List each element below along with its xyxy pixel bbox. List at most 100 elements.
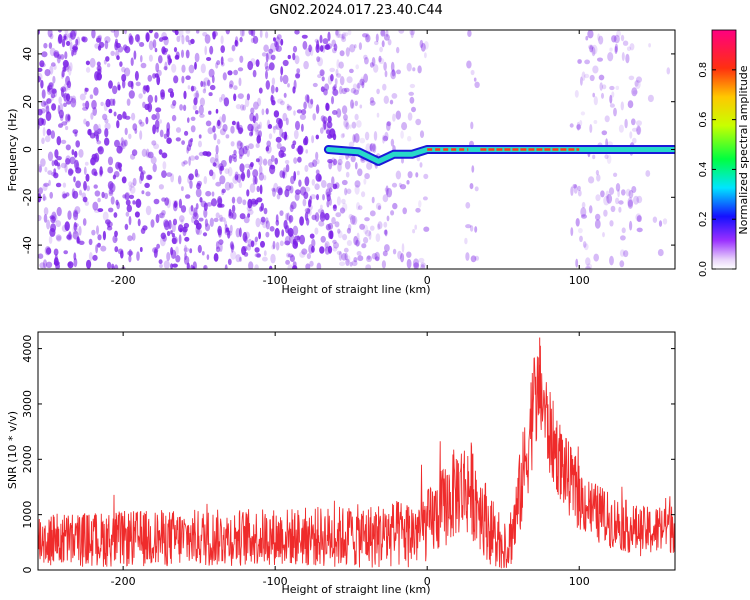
heatmap-point (158, 55, 163, 64)
heatmap-point (401, 243, 405, 253)
heatmap-point (181, 75, 185, 84)
heatmap-point (188, 156, 191, 166)
heatmap-point (317, 74, 322, 79)
heatmap-point (326, 200, 330, 208)
heatmap-point (314, 38, 319, 43)
heatmap-point (67, 114, 71, 121)
heatmap-point (186, 262, 190, 269)
heatmap-point (225, 30, 231, 35)
heatmap-point (58, 35, 64, 40)
heatmap-point (469, 183, 474, 190)
heatmap-point (227, 258, 232, 265)
heatmap-point (470, 255, 477, 263)
heatmap-point (126, 98, 131, 106)
heatmap-point (156, 75, 161, 86)
heatmap-point (419, 162, 423, 168)
bottom-x-tick-label: -100 (263, 575, 288, 588)
heatmap-point (350, 155, 356, 163)
heatmap-point (609, 220, 614, 227)
heatmap-point (247, 238, 253, 248)
heatmap-point (66, 40, 71, 47)
heatmap-point (160, 236, 166, 247)
heatmap-point (420, 264, 426, 269)
heatmap-point (586, 263, 593, 269)
heatmap-point (256, 135, 262, 144)
heatmap-point (603, 209, 608, 217)
heatmap-point (386, 121, 391, 131)
heatmap-point (81, 192, 86, 199)
heatmap-point (597, 33, 600, 41)
heatmap-point (375, 233, 381, 243)
heatmap-point (363, 73, 368, 83)
heatmap-point (265, 70, 268, 80)
heatmap-point (244, 163, 251, 169)
heatmap-point (372, 144, 376, 152)
heatmap-point (254, 236, 259, 243)
heatmap-point (336, 108, 342, 118)
heatmap-point (319, 212, 326, 222)
heatmap-point (223, 97, 230, 107)
heatmap-point (599, 82, 603, 91)
heatmap-point (319, 246, 325, 254)
heatmap-point (383, 34, 390, 41)
heatmap-point (275, 45, 282, 52)
heatmap-point (242, 199, 247, 206)
heatmap-point (265, 52, 269, 63)
heatmap-point (246, 168, 251, 179)
heatmap-point (134, 211, 140, 218)
heatmap-point (124, 67, 131, 77)
heatmap-point (261, 108, 265, 116)
heatmap-point (187, 117, 190, 123)
heatmap-point (332, 239, 337, 244)
heatmap-point (615, 197, 620, 205)
heatmap-point (281, 229, 285, 237)
heatmap-point (97, 242, 101, 248)
heatmap-point (38, 117, 44, 126)
heatmap-point (159, 129, 164, 138)
heatmap-point (422, 196, 428, 201)
heatmap-point (130, 182, 135, 188)
heatmap-point (588, 44, 594, 50)
heatmap-point (161, 36, 169, 41)
heatmap-point (160, 92, 165, 100)
heatmap-point (117, 248, 124, 255)
heatmap-point (257, 97, 262, 107)
heatmap-point (474, 226, 478, 233)
heatmap-point (228, 155, 232, 164)
heatmap-point (83, 166, 87, 175)
heatmap-point (88, 238, 93, 246)
heatmap-point (339, 261, 346, 267)
heatmap-point (329, 230, 334, 240)
heatmap-point (592, 92, 595, 98)
heatmap-point (295, 73, 301, 79)
heatmap-point (124, 115, 131, 120)
heatmap-point (97, 146, 104, 155)
heatmap-point (178, 30, 184, 38)
heatmap-point (48, 179, 51, 186)
heatmap-point (39, 60, 45, 68)
heatmap-point (366, 162, 373, 170)
heatmap-point (316, 194, 319, 201)
heatmap-point (332, 183, 338, 190)
heatmap-point (166, 122, 171, 132)
heatmap-point (371, 253, 378, 260)
heatmap-point (203, 208, 208, 218)
heatmap-point (364, 173, 370, 180)
heatmap-point (634, 79, 641, 89)
heatmap-point (189, 180, 193, 189)
heatmap-point (221, 188, 226, 194)
heatmap-point (359, 223, 365, 230)
heatmap-point (343, 247, 349, 253)
heatmap-point (236, 140, 242, 147)
heatmap-point (202, 32, 208, 37)
heatmap-point (333, 84, 337, 90)
heatmap-point (593, 96, 598, 106)
heatmap-point (276, 117, 282, 125)
heatmap-point (209, 169, 214, 177)
heatmap-point (272, 188, 276, 197)
heatmap-point (212, 162, 217, 167)
heatmap-point (139, 121, 145, 127)
heatmap-point (369, 143, 376, 152)
heatmap-point (623, 250, 629, 258)
